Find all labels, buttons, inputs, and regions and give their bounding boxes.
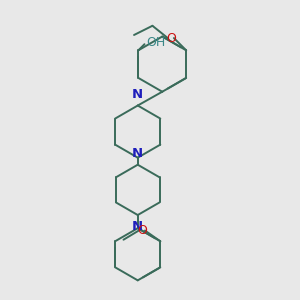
Text: O: O [137, 224, 147, 237]
Text: OH: OH [146, 36, 165, 49]
Text: O: O [166, 32, 176, 44]
Text: N: N [132, 220, 143, 232]
Text: N: N [132, 147, 143, 160]
Text: N: N [132, 88, 143, 101]
